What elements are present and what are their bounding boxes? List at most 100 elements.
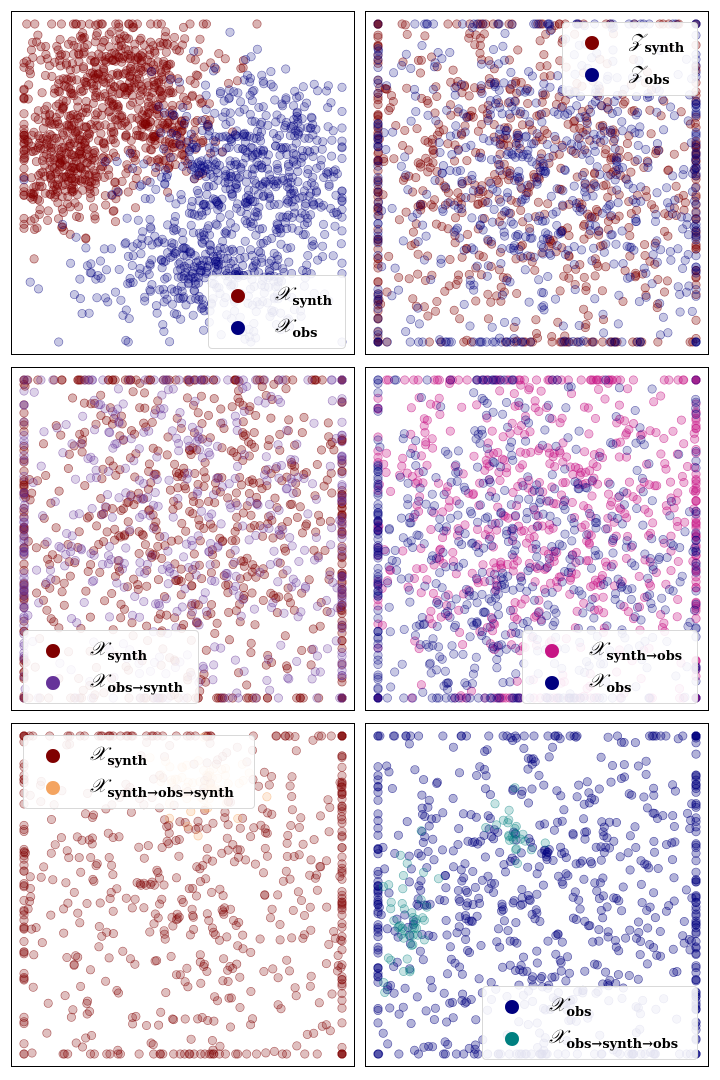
scatter-point <box>77 447 87 457</box>
scatter-point <box>38 439 48 449</box>
scatter-point <box>265 192 275 202</box>
scatter-point <box>302 260 312 270</box>
scatter-point <box>119 582 129 592</box>
scatter-point <box>300 201 310 211</box>
scatter-point <box>427 434 437 444</box>
scatter-point <box>416 162 426 172</box>
scatter-point <box>47 550 57 560</box>
scatter-point <box>311 494 321 504</box>
scatter-point <box>691 123 701 133</box>
scatter-point <box>126 434 136 444</box>
scatter-point <box>443 19 453 29</box>
scatter-point <box>258 595 268 605</box>
scatter-point <box>106 127 116 137</box>
scatter-point <box>691 333 701 343</box>
scatter-point <box>161 173 171 183</box>
scatter-point <box>373 337 383 347</box>
scatter-point <box>596 101 606 111</box>
scatter-point <box>113 384 123 394</box>
scatter-point <box>43 215 53 225</box>
scatter-point <box>512 288 522 298</box>
scatter-point <box>406 116 416 126</box>
scatter-point <box>81 586 91 596</box>
scatter-point <box>154 599 164 609</box>
scatter-point <box>215 212 225 222</box>
scatter-point <box>73 96 83 106</box>
scatter-point <box>84 308 94 318</box>
scatter-point <box>579 304 589 314</box>
scatter-point <box>22 135 32 145</box>
scatter-point <box>466 337 476 347</box>
scatter-point <box>257 253 267 263</box>
scatter-point <box>29 254 39 264</box>
scatter-point <box>516 526 526 536</box>
scatter-point <box>278 264 288 274</box>
scatter-point <box>691 163 701 173</box>
scatter-point <box>597 208 607 218</box>
scatter-point <box>469 245 479 255</box>
scatter-point <box>173 535 183 545</box>
scatter-point <box>258 149 268 159</box>
scatter-point <box>147 145 157 155</box>
scatter-point <box>108 407 118 417</box>
scatter-point <box>312 651 322 661</box>
scatter-point <box>411 173 421 183</box>
scatter-point <box>599 328 609 338</box>
scatter-point <box>146 66 156 76</box>
scatter-point <box>114 265 124 275</box>
scatter-point <box>241 153 251 163</box>
scatter-point <box>511 316 521 326</box>
scatter-point <box>448 65 458 75</box>
scatter-point <box>20 500 30 510</box>
scatter-point <box>280 631 290 641</box>
scatter-point <box>83 454 93 464</box>
scatter-point <box>490 79 500 89</box>
scatter-point <box>198 238 208 248</box>
scatter-point <box>382 337 392 347</box>
scatter-point <box>91 110 101 120</box>
scatter-point <box>476 270 486 280</box>
scatter-point <box>192 116 202 126</box>
scatter-point <box>154 75 164 85</box>
scatter-point <box>318 219 328 229</box>
scatter-point <box>448 548 458 558</box>
scatter-point <box>373 54 383 64</box>
scatter-point <box>373 158 383 168</box>
scatter-point <box>263 693 273 703</box>
scatter-point <box>690 196 700 206</box>
scatter-point <box>451 129 461 139</box>
scatter-point <box>657 94 667 104</box>
scatter-point <box>213 541 223 551</box>
scatter-point <box>205 560 215 570</box>
scatter-point <box>502 192 512 202</box>
scatter-point <box>666 255 676 265</box>
scatter-point <box>285 184 295 194</box>
scatter-point <box>136 50 146 60</box>
scatter-point <box>301 98 311 108</box>
scatter-point <box>456 80 466 90</box>
scatter-point <box>295 213 305 223</box>
scatter-point <box>451 279 461 289</box>
scatter-point <box>216 249 226 259</box>
scatter-point <box>107 87 117 97</box>
scatter-point <box>525 223 535 233</box>
scatter-point <box>224 174 234 184</box>
scatter-point <box>103 490 113 500</box>
scatter-point <box>210 642 220 652</box>
scatter-point <box>492 186 502 196</box>
scatter-point <box>587 491 597 501</box>
scatter-point <box>82 513 92 523</box>
scatter-point <box>453 145 463 155</box>
scatter-point <box>410 19 420 29</box>
scatter-point <box>493 448 503 458</box>
scatter-point <box>625 231 635 241</box>
scatter-point <box>473 199 483 209</box>
scatter-point <box>373 88 383 98</box>
scatter-point <box>134 69 144 79</box>
scatter-point <box>630 128 640 138</box>
scatter-point <box>624 477 634 487</box>
scatter-point <box>460 127 470 137</box>
scatter-point <box>581 282 591 292</box>
scatter-point <box>254 202 264 212</box>
scatter-point <box>163 546 173 556</box>
